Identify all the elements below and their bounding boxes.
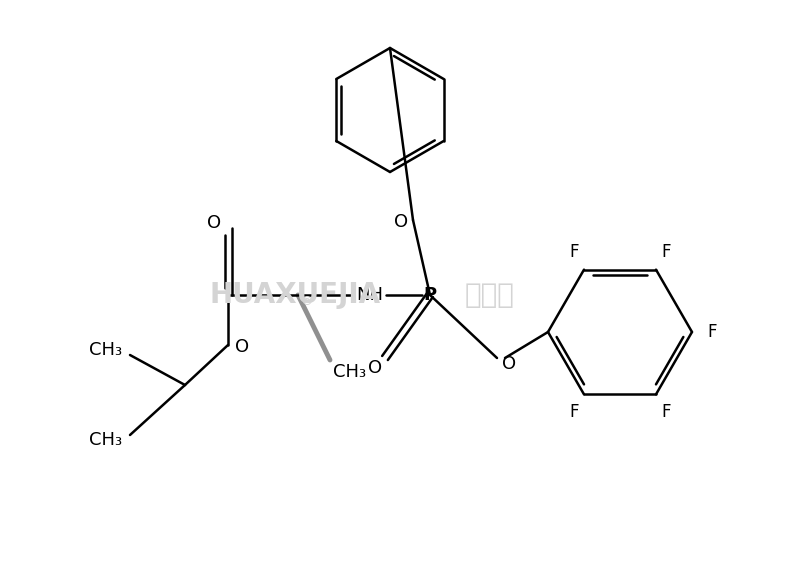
Text: F: F: [570, 403, 578, 421]
Text: ®: ®: [300, 295, 313, 308]
Text: F: F: [662, 403, 670, 421]
Text: O: O: [207, 214, 221, 232]
Text: F: F: [662, 243, 670, 261]
Text: CH₃: CH₃: [90, 341, 122, 359]
Text: O: O: [502, 355, 516, 373]
Text: CH₃: CH₃: [334, 363, 366, 381]
Text: F: F: [570, 243, 578, 261]
Text: CH₃: CH₃: [90, 431, 122, 449]
Text: 化学加: 化学加: [465, 281, 515, 309]
Text: O: O: [394, 213, 408, 231]
Text: HUAXUEJIA: HUAXUEJIA: [210, 281, 381, 309]
Text: P: P: [423, 286, 437, 304]
Text: O: O: [235, 338, 249, 356]
Text: NH: NH: [357, 286, 383, 304]
Text: O: O: [368, 359, 382, 377]
Text: F: F: [707, 323, 717, 341]
